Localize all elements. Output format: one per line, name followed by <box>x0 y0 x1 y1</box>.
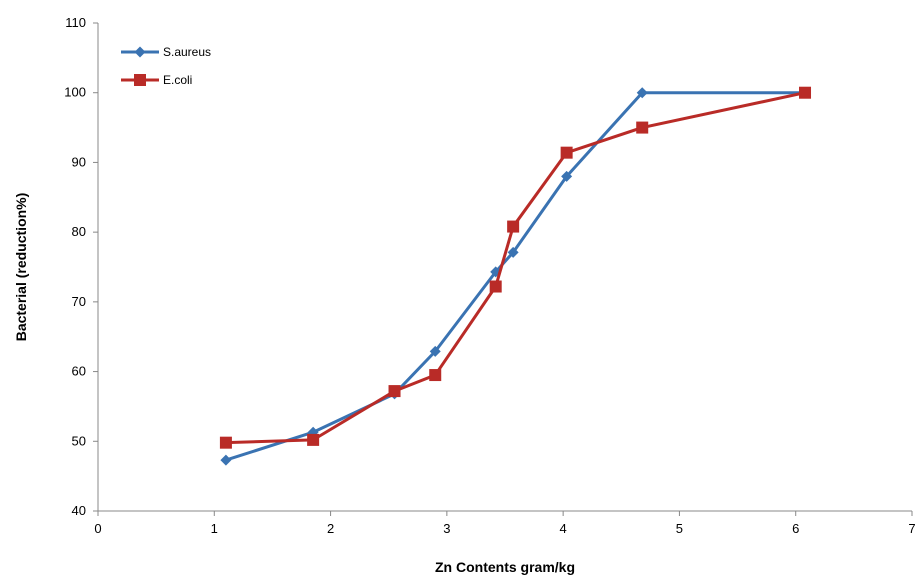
s-aureus-point <box>636 87 648 99</box>
e-coli-point <box>429 369 442 382</box>
e-coli-point <box>307 433 320 446</box>
e-coli-point <box>489 280 502 293</box>
legend-item-s-aureus: S.aureus <box>121 45 211 59</box>
s-aureus-point <box>561 170 573 182</box>
x-tick-label: 0 <box>94 521 101 536</box>
y-axis-title: Bacterial (reduction%) <box>13 193 29 342</box>
series-s-aureus <box>220 87 811 466</box>
x-tick-label: 4 <box>560 521 567 536</box>
x-tick-label: 3 <box>443 521 450 536</box>
e-coli-point <box>388 385 401 398</box>
e-coli-point <box>560 146 573 159</box>
s-aureus-point <box>507 246 519 258</box>
y-tick-label: 70 <box>72 294 86 309</box>
e-coli-line <box>225 91 806 445</box>
x-tick-label: 7 <box>908 521 915 536</box>
y-tick-label: 100 <box>64 85 86 100</box>
y-tick-label: 90 <box>72 154 86 169</box>
e-coli-point <box>219 436 232 449</box>
y-tick-label: 40 <box>72 503 86 518</box>
legend-marker <box>134 74 146 86</box>
e-coli-point <box>636 121 649 134</box>
series-layer <box>219 86 812 466</box>
s-aureus-line <box>225 91 806 462</box>
y-tick-label: 80 <box>72 224 86 239</box>
x-axis-title: Zn Contents gram/kg <box>435 559 575 575</box>
legend-item-e-coli: E.coli <box>121 73 192 87</box>
legend-marker <box>134 46 146 58</box>
x-tick-label: 6 <box>792 521 799 536</box>
x-tick-label: 2 <box>327 521 334 536</box>
x-tick-label: 5 <box>676 521 683 536</box>
e-coli-point <box>799 86 812 99</box>
x-ticks: 0 1 2 3 4 5 6 7 <box>94 511 916 536</box>
legend: S.aureus E.coli <box>121 45 211 87</box>
series-e-coli <box>219 86 812 449</box>
x-tick-label: 1 <box>211 521 218 536</box>
e-coli-point <box>507 220 520 233</box>
y-ticks: 40 50 60 70 80 90 100 110 <box>64 15 98 518</box>
axes: 40 50 60 70 80 90 100 110 0 1 2 3 4 5 6 7 <box>64 15 915 536</box>
y-tick-label: 50 <box>72 433 86 448</box>
legend-label: E.coli <box>163 73 192 87</box>
y-tick-label: 110 <box>65 15 86 30</box>
y-tick-label: 60 <box>72 364 86 379</box>
legend-label: S.aureus <box>163 45 211 59</box>
s-aureus-point <box>429 345 441 357</box>
s-aureus-point <box>220 454 232 466</box>
